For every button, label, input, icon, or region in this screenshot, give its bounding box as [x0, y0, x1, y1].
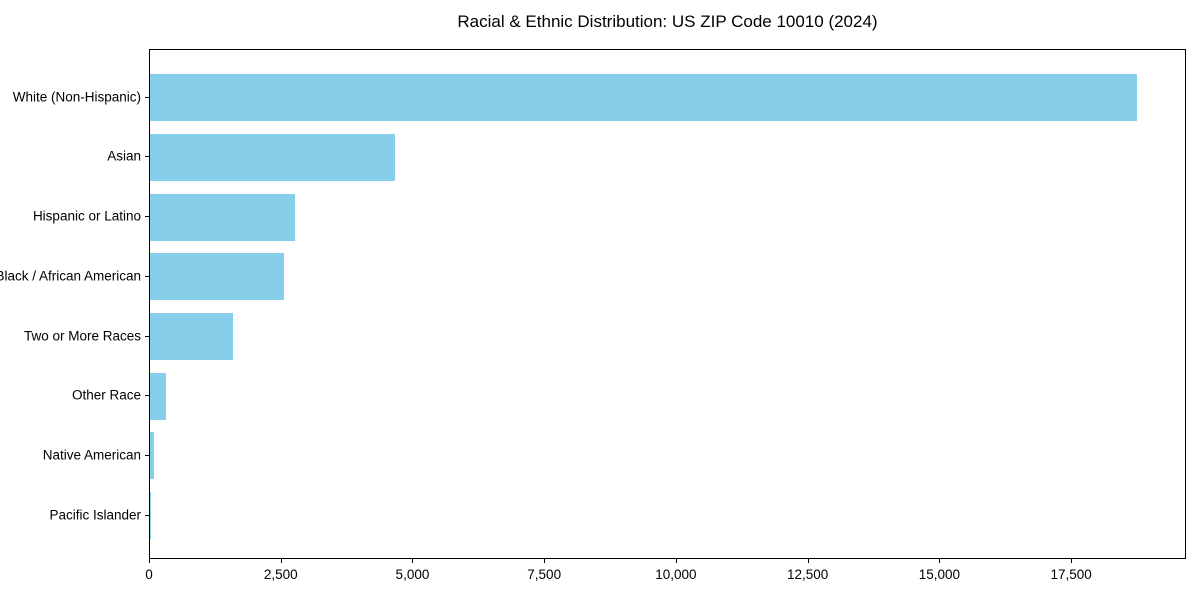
x-tick-mark — [1071, 559, 1073, 563]
bar — [150, 193, 296, 241]
chart-title: Racial & Ethnic Distribution: US ZIP Cod… — [457, 12, 878, 31]
x-tick-label: 12,500 — [787, 567, 829, 582]
x-tick-mark — [939, 559, 941, 563]
y-tick-label: Native American — [42, 447, 141, 463]
bar — [150, 372, 166, 420]
x-tick-mark — [280, 559, 282, 563]
x-tick-mark — [412, 559, 414, 563]
y-tick-mark — [145, 96, 149, 98]
x-tick-label: 0 — [145, 567, 153, 582]
y-tick-label: Other Race — [71, 387, 141, 403]
y-tick-mark — [145, 335, 149, 337]
x-tick-label: 15,000 — [918, 567, 961, 582]
bar — [150, 253, 284, 301]
x-tick-mark — [149, 559, 150, 563]
y-tick-label: Black / African American — [0, 268, 141, 284]
plot-area — [149, 49, 1186, 559]
y-tick-mark — [145, 395, 149, 397]
y-tick-mark — [145, 156, 149, 158]
y-tick-mark — [145, 514, 149, 516]
x-tick-mark — [544, 559, 546, 563]
x-tick-mark — [807, 559, 809, 563]
bar — [150, 432, 155, 480]
y-tick-mark — [145, 275, 149, 277]
x-tick-label: 7,500 — [527, 567, 562, 582]
y-tick-mark — [145, 216, 149, 218]
y-tick-label: Two or More Races — [23, 328, 141, 343]
bar — [150, 74, 1138, 122]
y-tick-label: Hispanic or Latino — [32, 208, 141, 224]
y-tick-label: Pacific Islander — [49, 507, 141, 523]
x-tick-label: 5,000 — [395, 567, 430, 582]
bar — [150, 133, 396, 181]
y-tick-mark — [145, 454, 149, 456]
x-tick-label: 17,500 — [1050, 567, 1092, 582]
y-tick-label: White (Non-Hispanic) — [12, 89, 141, 105]
x-tick-label: 2,500 — [263, 567, 298, 582]
bar — [150, 492, 151, 540]
x-tick-label: 10,000 — [655, 567, 697, 582]
y-tick-label: Asian — [107, 148, 141, 164]
x-tick-mark — [675, 559, 677, 563]
bar — [150, 313, 234, 360]
